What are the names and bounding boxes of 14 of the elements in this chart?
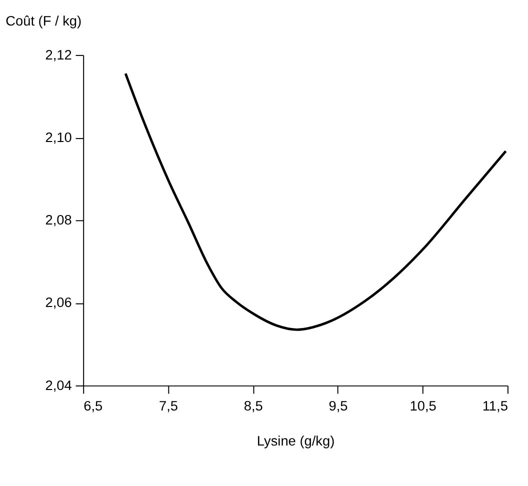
x-axis-title: Lysine (g/kg) bbox=[256, 434, 335, 449]
line-series bbox=[124, 72, 507, 331]
y-tick-label: 2,08 bbox=[45, 212, 72, 228]
y-tick-label: 2,06 bbox=[45, 295, 72, 310]
y-axis-title: Coût (F / kg) bbox=[6, 14, 82, 29]
x-tick-label: 6,5 bbox=[84, 398, 103, 414]
x-tick-label: 7,5 bbox=[158, 398, 178, 414]
y-tick-label: 2,10 bbox=[45, 130, 72, 145]
x-tick-label: 11,5 bbox=[482, 398, 508, 414]
x-tick-label: 9,5 bbox=[328, 398, 348, 414]
x-tick-label: 10,5 bbox=[410, 398, 437, 414]
x-tick-label: 8,5 bbox=[244, 398, 264, 414]
y-tick-label: 2,04 bbox=[45, 378, 72, 393]
y-tick-label: 2,12 bbox=[45, 47, 72, 62]
